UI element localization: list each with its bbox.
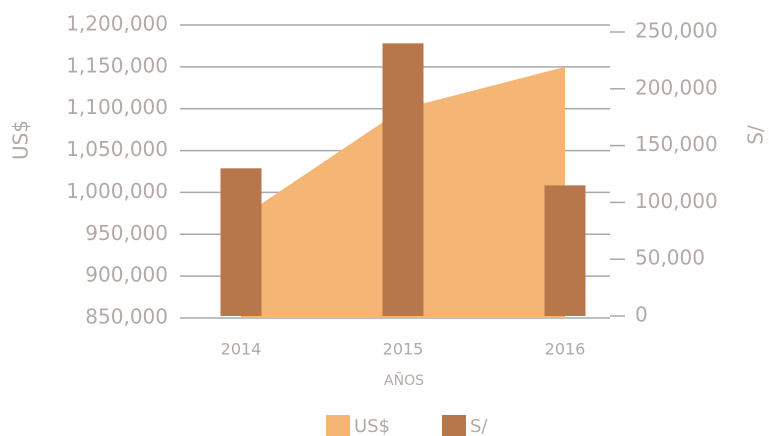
legend-label: US$: [354, 416, 390, 436]
y2-axis-label: S/: [744, 125, 768, 145]
x-tick-label: 2015: [383, 340, 424, 359]
bar: [544, 185, 586, 316]
y2-tick-label: 0: [635, 303, 648, 327]
legend-label: S/: [470, 416, 488, 436]
y-tick-label: 950,000: [85, 221, 168, 245]
x-tick-label: 2016: [545, 340, 586, 359]
x-tick-label: 2014: [221, 340, 262, 359]
y-tick-label: 1,100,000: [66, 95, 168, 119]
y2-tick-label: 50,000: [635, 246, 705, 270]
y-tick-label: 850,000: [85, 305, 168, 329]
y-tick-label: 1,000,000: [66, 179, 168, 203]
y-tick-label: 1,050,000: [66, 137, 168, 161]
y-tick-label: 1,150,000: [66, 53, 168, 77]
y2-tick-label: 200,000: [635, 75, 718, 99]
y-axis-label: US$: [9, 120, 33, 160]
legend-swatch: [442, 415, 466, 436]
y2-tick-label: 100,000: [635, 189, 718, 213]
y2-tick-label: 150,000: [635, 132, 718, 156]
y-tick-label: 1,200,000: [66, 12, 168, 36]
x-axis-label: AÑOS: [384, 372, 424, 389]
legend-swatch: [326, 415, 350, 436]
y2-tick-label: 250,000: [635, 19, 718, 43]
bar: [382, 43, 424, 317]
bar: [220, 168, 262, 316]
y-tick-label: 900,000: [85, 263, 168, 287]
